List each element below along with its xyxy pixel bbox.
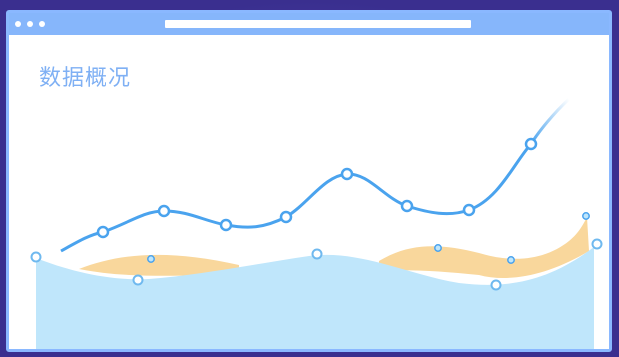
area-point-small[interactable] [582,212,590,220]
area-point[interactable] [591,238,603,250]
page-title: 数据概况 [39,66,132,91]
trend-line [60,143,533,253]
orange-area [79,254,239,276]
data-point[interactable] [340,167,354,181]
window-control-dot[interactable] [39,21,45,27]
browser-window: 数据概况 [6,10,612,352]
data-point[interactable] [279,210,293,224]
data-point[interactable] [219,218,233,232]
data-overview-chart [30,97,603,349]
area-point[interactable] [311,248,323,260]
area-point[interactable] [30,251,42,263]
data-point[interactable] [157,204,171,218]
area-point-small[interactable] [507,256,515,264]
data-point[interactable] [400,199,414,213]
area-point-small[interactable] [147,255,155,263]
area-point[interactable] [132,274,144,286]
area-point[interactable] [490,279,502,291]
data-point[interactable] [524,137,538,151]
area-point-small[interactable] [434,244,442,252]
data-point[interactable] [462,203,476,217]
blue-area [36,247,594,349]
orange-area [379,217,589,278]
window-control-dot[interactable] [15,21,21,27]
window-titlebar [9,13,609,35]
data-point[interactable] [96,225,110,239]
trend-line-tail [529,97,571,145]
window-control-dot[interactable] [27,21,33,27]
address-bar[interactable] [165,20,471,28]
